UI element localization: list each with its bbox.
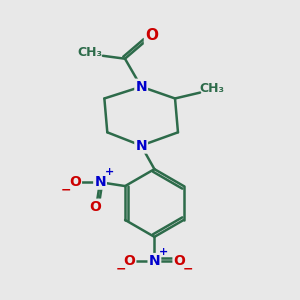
- Text: CH₃: CH₃: [199, 82, 224, 95]
- Text: +: +: [159, 247, 169, 256]
- Text: −: −: [115, 263, 126, 276]
- Text: O: O: [69, 175, 81, 189]
- Text: O: O: [124, 254, 135, 268]
- Text: CH₃: CH₃: [77, 46, 102, 59]
- Text: +: +: [105, 167, 114, 177]
- Text: O: O: [145, 28, 158, 43]
- Text: N: N: [148, 254, 160, 268]
- Text: N: N: [135, 139, 147, 153]
- Text: O: O: [90, 200, 102, 214]
- Text: −: −: [60, 183, 71, 196]
- Text: N: N: [94, 175, 106, 189]
- Text: −: −: [183, 263, 194, 276]
- Text: N: N: [135, 80, 147, 94]
- Text: O: O: [173, 254, 185, 268]
